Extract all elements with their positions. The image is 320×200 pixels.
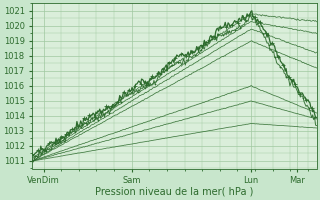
X-axis label: Pression niveau de la mer( hPa ): Pression niveau de la mer( hPa ) <box>95 187 253 197</box>
